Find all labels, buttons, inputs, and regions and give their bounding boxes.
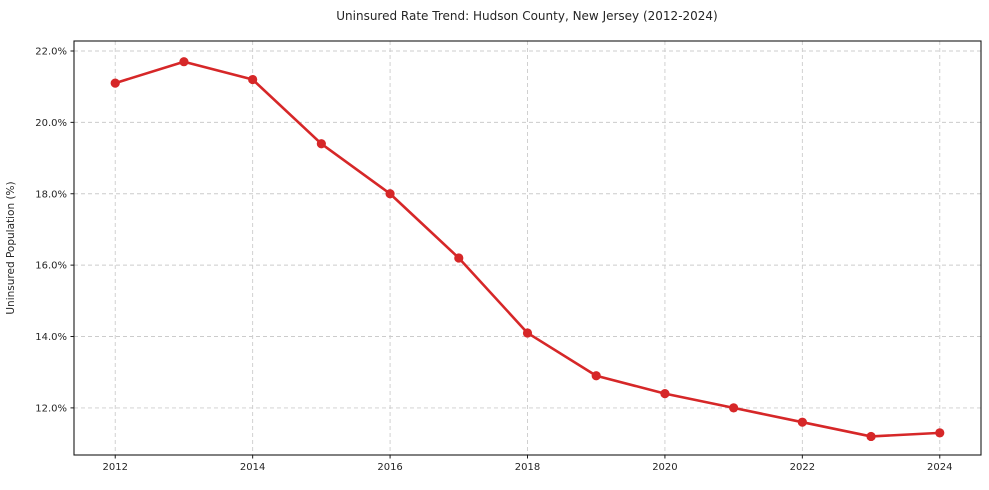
axes: 2012 2014 2016 2018 2020 2022 2024 12.0% 14.0% 16… — [35, 46, 952, 473]
x-tick-label: 2020 — [652, 462, 677, 473]
y-tick-label: 14.0% — [35, 332, 67, 343]
y-tick-label: 12.0% — [35, 403, 67, 414]
x-tick-label: 2018 — [515, 462, 540, 473]
data-point-2013 — [179, 57, 189, 67]
y-tick-label: 22.0% — [35, 46, 67, 57]
data-point-2018 — [522, 328, 533, 338]
x-tick-label: 2024 — [927, 462, 952, 473]
y-tick-label: 20.0% — [35, 118, 67, 129]
x-tick-label: 2022 — [790, 462, 815, 473]
data-point-2015 — [316, 139, 326, 149]
data-point-2019 — [591, 371, 601, 381]
y-tick-label: 16.0% — [35, 261, 67, 272]
y-axis-label: Uninsured Population (%) — [5, 181, 17, 314]
data-point-2016 — [385, 189, 395, 199]
grid-lines — [74, 41, 981, 455]
x-tick-label: 2014 — [240, 462, 265, 473]
x-tick-label: 2012 — [103, 462, 128, 473]
data-point-2024 — [935, 428, 945, 438]
data-point-2012 — [110, 78, 120, 88]
x-tick-label: 2016 — [377, 462, 402, 473]
data-point-2017 — [454, 253, 464, 263]
data-point-2020 — [660, 389, 670, 399]
data-series — [110, 57, 945, 442]
data-point-2023 — [866, 431, 876, 442]
data-point-2014 — [248, 74, 258, 85]
y-tick-label: 18.0% — [35, 189, 67, 200]
data-point-2022 — [797, 417, 807, 427]
chart-title: Uninsured Rate Trend: Hudson County, New… — [336, 9, 718, 23]
data-point-2021 — [729, 403, 739, 413]
